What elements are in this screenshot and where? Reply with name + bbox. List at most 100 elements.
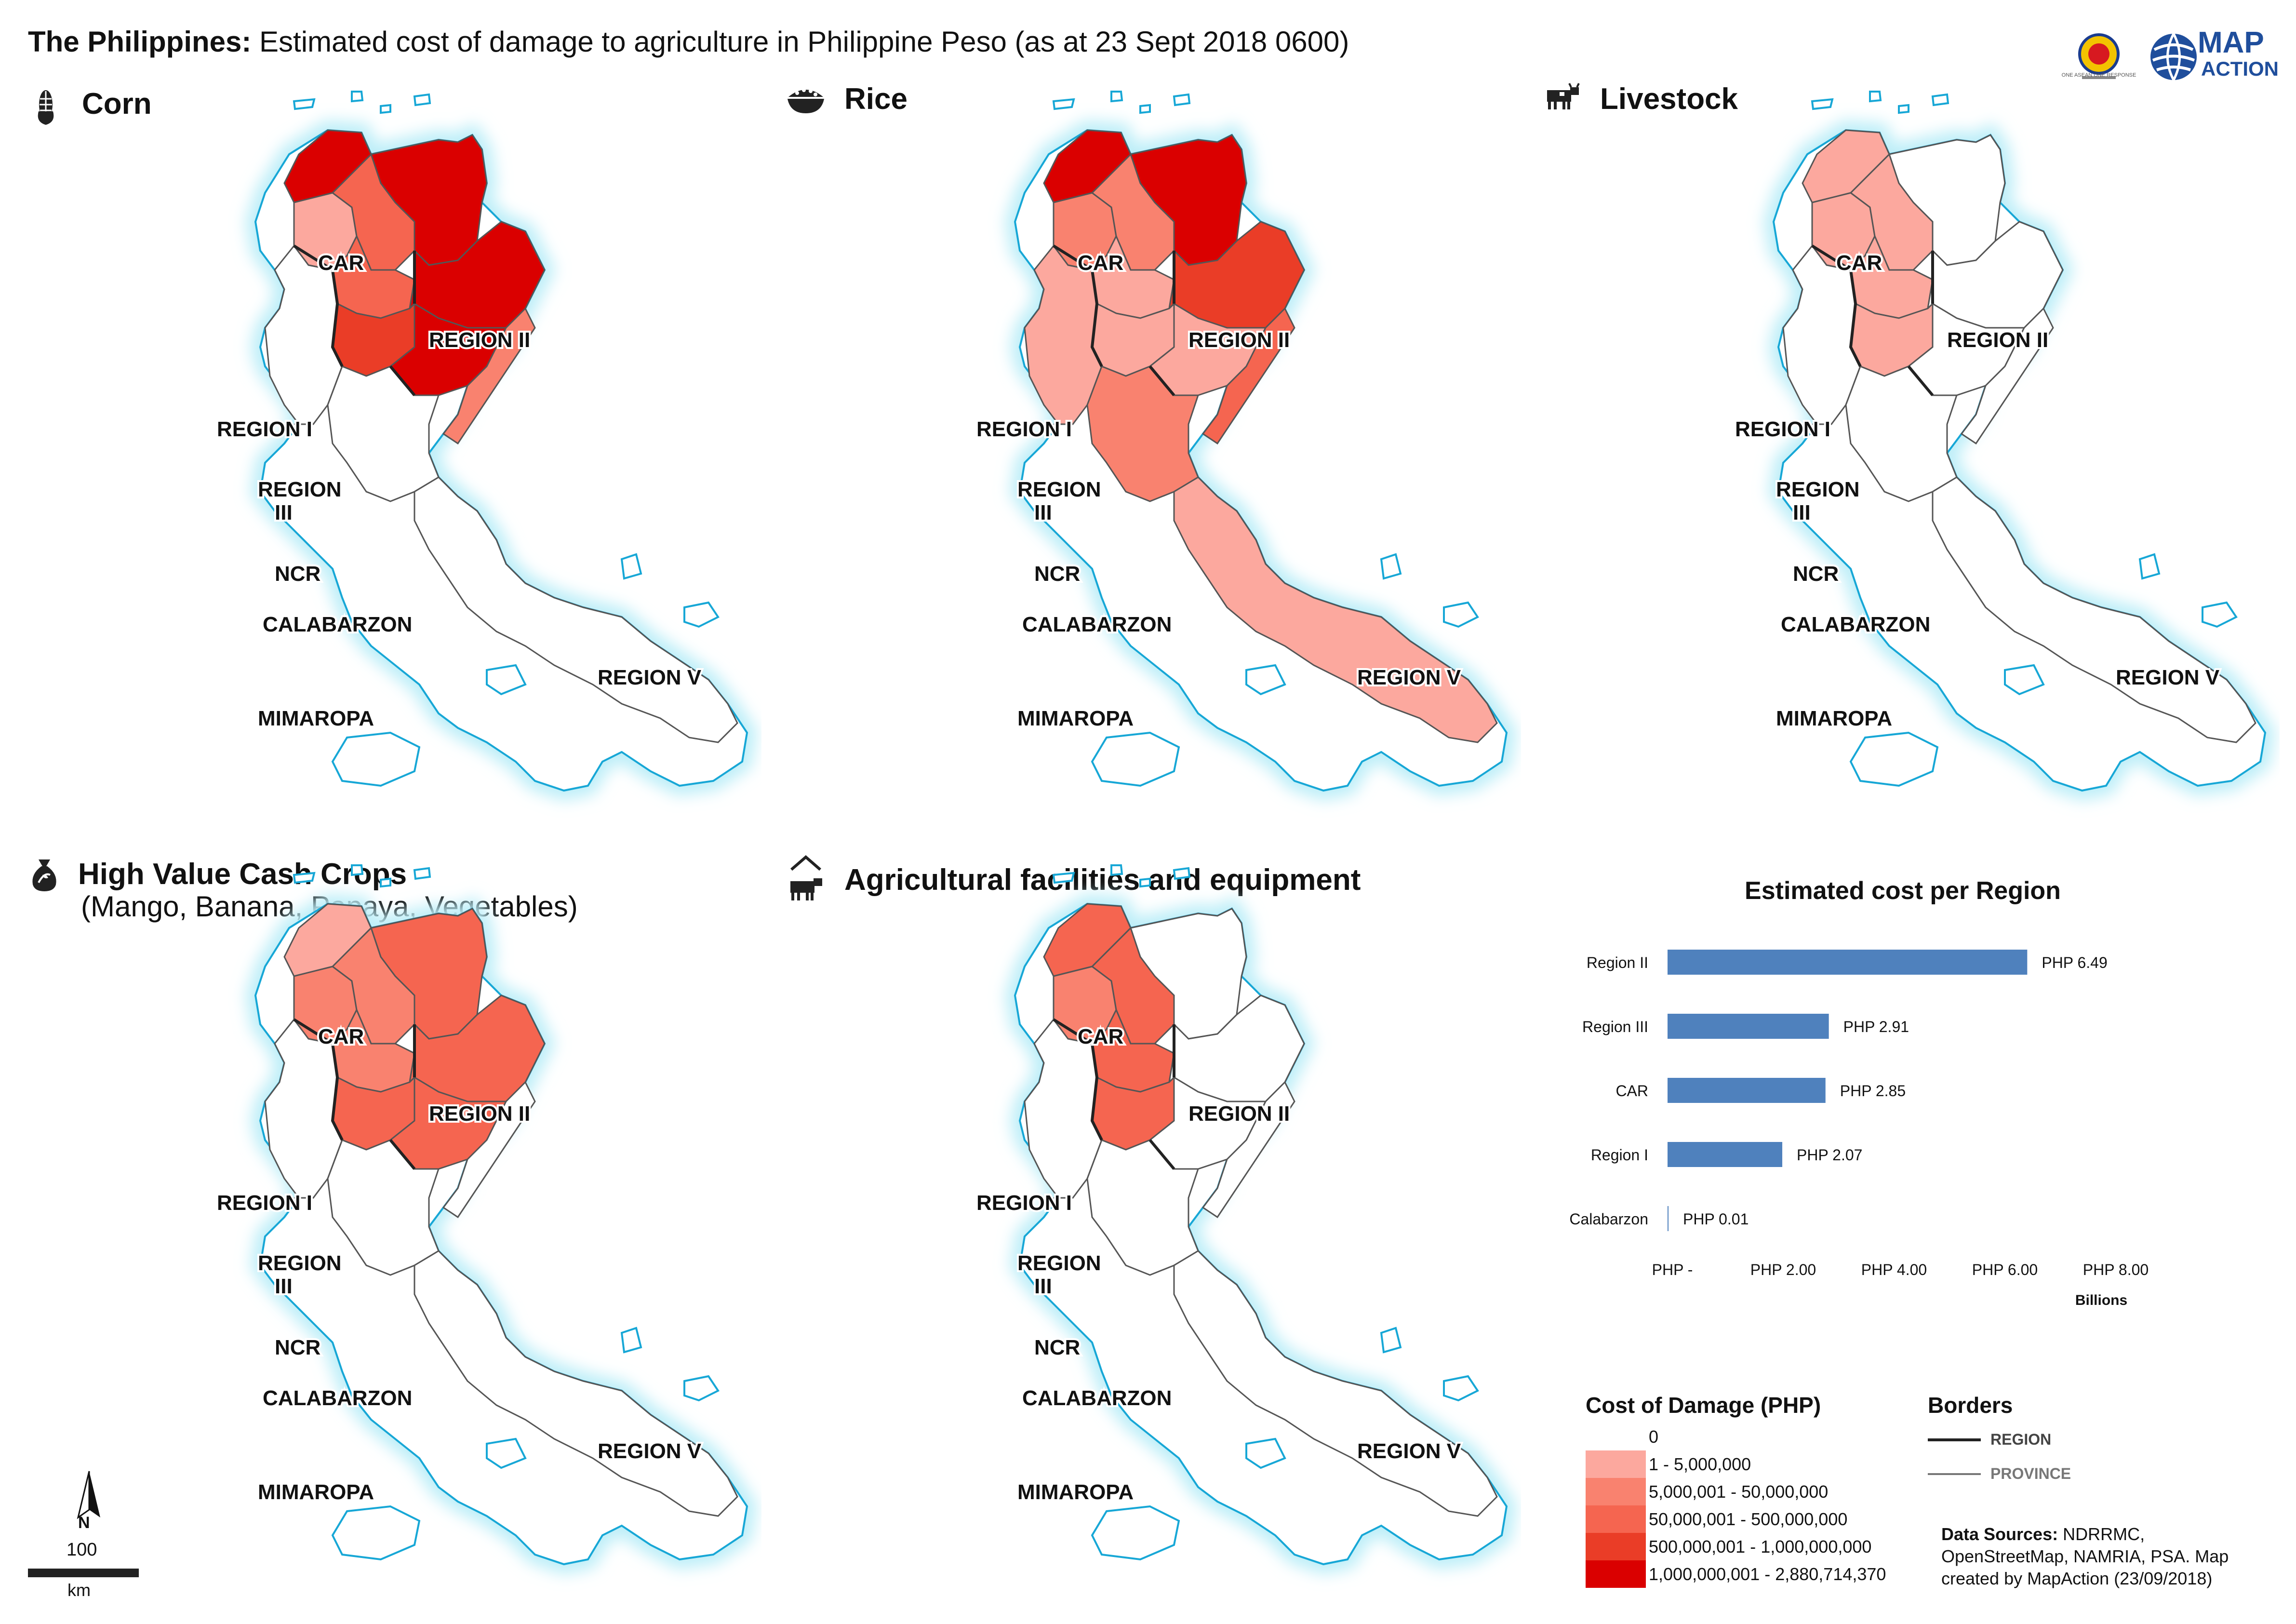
island	[1052, 872, 1075, 884]
island	[1139, 104, 1151, 114]
legend: Cost of Damage (PHP) 0 1 - 5,000,000 5,000…	[1586, 1392, 1886, 1588]
value-label: PHP 2.07	[1797, 1146, 1862, 1164]
island	[1091, 731, 1180, 787]
province-coast	[442, 1081, 536, 1219]
island	[1091, 1505, 1180, 1561]
island	[1898, 104, 1909, 114]
region-label-region5: REGION V	[1357, 666, 1461, 689]
region-label-ncr: NCR	[1034, 1336, 1080, 1359]
province-south	[1173, 476, 1498, 743]
region-label-region1: REGION I	[976, 417, 1072, 441]
legend-items: 0 1 - 5,000,000 5,000,001 - 50,000,000 50,0…	[1586, 1423, 1886, 1588]
value-label: PHP 0.01	[1683, 1210, 1749, 1228]
mapaction-text-1: MAP	[2198, 26, 2264, 59]
island	[2202, 601, 2238, 628]
island	[380, 104, 391, 114]
province-ne	[1802, 129, 1890, 203]
region-border	[293, 1018, 416, 1170]
rice-bowl-icon	[787, 82, 825, 116]
region-label-region3b: III	[1034, 1275, 1052, 1298]
livestock-icon	[1542, 82, 1581, 116]
region-label-region1: REGION I	[1735, 417, 1830, 441]
legend-item: 50,000,001 - 500,000,000	[1586, 1505, 1886, 1533]
bar	[1668, 1078, 1826, 1103]
island	[1869, 91, 1882, 103]
sources-text-1: NDRRMC,	[2063, 1524, 2145, 1544]
panel-title-livestock-text: Livestock	[1600, 82, 1738, 116]
region-label-calabarzon: CALABARZON	[1781, 613, 1930, 636]
legend-swatch	[1586, 1533, 1646, 1560]
island	[1811, 98, 1834, 110]
mapaction-text-2: ACTION	[2201, 57, 2279, 80]
north-arrow	[67, 1469, 111, 1525]
money-bag-icon	[30, 858, 59, 891]
panel-title-rice-text: Rice	[844, 82, 908, 116]
title-subtitle: Estimated cost of damage to agriculture …	[259, 26, 1349, 58]
legend-label: 0	[1649, 1426, 1659, 1447]
island	[351, 91, 364, 103]
island	[1443, 1375, 1479, 1402]
island	[620, 1327, 642, 1354]
legend-item: 0	[1586, 1423, 1886, 1450]
legend-swatch	[1586, 1560, 1646, 1588]
region-label-region5: REGION V	[2116, 666, 2220, 689]
region-label-calabarzon: CALABARZON	[263, 1386, 412, 1410]
category-label: Calabarzon	[1569, 1210, 1648, 1228]
province-r3	[327, 1139, 440, 1276]
province-r3	[1845, 365, 1958, 502]
region-label-region1: REGION I	[217, 417, 312, 441]
bar-chart: Region II PHP 6.49 Region III PHP 2.91 CAR PH…	[1569, 950, 2149, 1308]
legend-item: 1,000,000,001 - 2,880,714,370	[1586, 1560, 1886, 1588]
bar	[1668, 950, 2028, 975]
region-label-calabarzon: CALABARZON	[1022, 1386, 1172, 1410]
category-label: CAR	[1615, 1082, 1648, 1100]
border-region-row: REGION	[1928, 1431, 2071, 1449]
region-border	[293, 244, 416, 396]
island	[413, 867, 431, 880]
region-label-car: CAR	[318, 1025, 364, 1048]
x-tick-label: PHP 6.00	[1972, 1261, 2038, 1278]
category-label: Region I	[1591, 1146, 1648, 1164]
panel-title-corn: Corn	[34, 87, 152, 125]
island	[293, 872, 316, 884]
island	[1245, 664, 1286, 696]
region-label-ncr: NCR	[275, 562, 320, 586]
province-r3	[1086, 1139, 1200, 1276]
border-province-row: PROVINCE	[1928, 1465, 2071, 1483]
island	[1380, 553, 1402, 580]
province-coast	[442, 307, 536, 445]
region-border	[1053, 244, 1175, 396]
province-south	[414, 476, 738, 743]
region-label-car: CAR	[1078, 1025, 1123, 1048]
region-border	[1811, 244, 1934, 396]
border-province-line	[1928, 1473, 1981, 1475]
legend-label: 1 - 5,000,000	[1649, 1454, 1751, 1474]
region-label-region5: REGION V	[598, 666, 702, 689]
north-label: N	[78, 1514, 90, 1532]
value-label: PHP 2.91	[1843, 1018, 1909, 1035]
region-label-region5: REGION V	[1357, 1439, 1461, 1463]
province-ne	[1043, 129, 1132, 203]
asean-logo	[2072, 30, 2125, 83]
province-coast	[1201, 307, 1295, 445]
legend-swatch	[1586, 1423, 1646, 1450]
region-label-region3a: REGION	[258, 478, 342, 501]
island	[331, 1505, 421, 1561]
bar	[1668, 1014, 1829, 1039]
island	[1245, 1437, 1286, 1469]
title-country: The Philippines:	[28, 26, 252, 58]
region-label-car: CAR	[1836, 251, 1882, 275]
province-r3	[327, 365, 440, 502]
panel-title-rice: Rice	[787, 82, 908, 116]
island	[620, 553, 642, 580]
island	[486, 664, 527, 696]
region-label-region3b: III	[1034, 501, 1052, 524]
province-r3	[1086, 365, 1200, 502]
barn-icon	[787, 853, 825, 906]
legend-item: 1 - 5,000,000	[1586, 1450, 1886, 1478]
scale-value: 100	[67, 1540, 97, 1560]
province-ne	[283, 903, 372, 977]
